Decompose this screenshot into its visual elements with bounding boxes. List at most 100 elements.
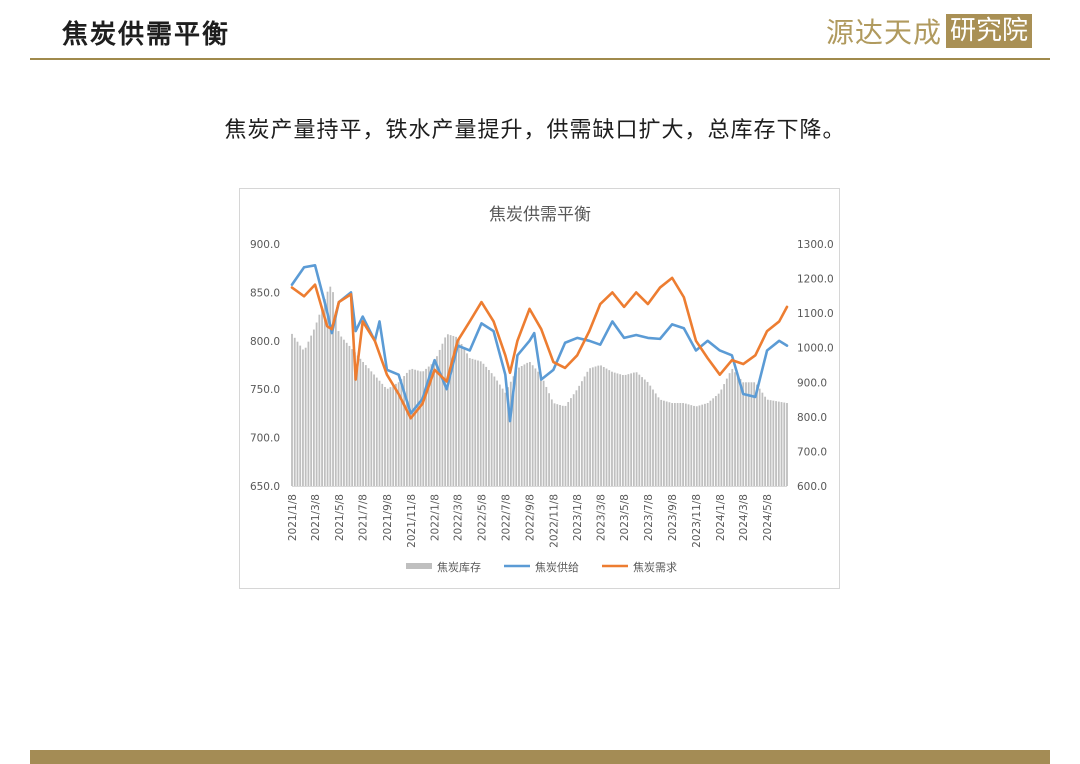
inventory-bar bbox=[630, 373, 633, 486]
inventory-bar bbox=[676, 403, 679, 486]
inventory-bar bbox=[605, 368, 608, 486]
inventory-bar bbox=[323, 299, 326, 486]
inventory-bar bbox=[384, 386, 386, 486]
x-axis-tick-label: 2022/11/8 bbox=[548, 494, 560, 548]
inventory-bar bbox=[291, 333, 293, 486]
axes: 650.0 700.0 750.0 800.0 850.0 900.0 600.0 700.0… bbox=[250, 239, 834, 548]
inventory-bar bbox=[345, 342, 348, 486]
inventory-bar bbox=[649, 385, 652, 486]
inventory-bar bbox=[356, 355, 359, 486]
right-axis-tick-label: 1300.0 bbox=[797, 239, 834, 251]
inventory-bar bbox=[602, 367, 605, 486]
inventory-bar bbox=[646, 381, 649, 486]
inventory-bar bbox=[452, 335, 455, 486]
inventory-bar bbox=[693, 405, 695, 486]
x-axis-tick-label: 2024/1/8 bbox=[715, 494, 727, 541]
right-axis-tick-label: 800.0 bbox=[797, 412, 827, 424]
inventory-bar bbox=[783, 402, 786, 486]
inventory-bar bbox=[657, 397, 660, 486]
x-axis-tick-label: 2021/3/8 bbox=[310, 494, 322, 541]
inventory-bar bbox=[419, 371, 422, 486]
logo-badge: 研究院 bbox=[946, 14, 1033, 48]
inventory-bar bbox=[572, 394, 575, 486]
inventory-bar bbox=[736, 375, 739, 486]
inventory-bar bbox=[643, 379, 646, 486]
inventory-bar bbox=[529, 362, 531, 486]
inventory-bar bbox=[537, 371, 540, 486]
inventory-bar bbox=[567, 402, 570, 486]
inventory-bar bbox=[433, 361, 436, 486]
inventory-bar bbox=[766, 399, 769, 486]
inventory-bar bbox=[351, 349, 354, 486]
inventory-bar bbox=[367, 368, 370, 486]
inventory-bar bbox=[370, 371, 373, 486]
inventory-bar bbox=[545, 386, 548, 486]
inventory-bar bbox=[723, 384, 725, 486]
inventory-bar bbox=[534, 368, 537, 486]
inventory-bar bbox=[416, 370, 419, 486]
legend-label: 焦炭库存 bbox=[437, 560, 481, 574]
inventory-bar bbox=[507, 387, 509, 486]
inventory-bar bbox=[498, 384, 501, 486]
inventory-bar bbox=[665, 401, 668, 486]
inventory-bar bbox=[471, 358, 474, 486]
inventory-bar bbox=[436, 356, 438, 486]
inventory-bar bbox=[425, 368, 427, 486]
brand-logo: 源达天成 研究院 bbox=[826, 12, 1033, 50]
legend-item: 焦炭供给 bbox=[504, 560, 579, 574]
inventory-bar bbox=[496, 380, 499, 486]
x-axis-tick-label: 2023/1/8 bbox=[572, 494, 584, 541]
inventory-bar bbox=[329, 286, 332, 486]
inventory-bar bbox=[756, 384, 758, 486]
inventory-bar bbox=[397, 382, 400, 486]
inventory-bar bbox=[684, 403, 687, 486]
inventory-bar bbox=[318, 314, 321, 486]
inventory-bar bbox=[375, 377, 378, 486]
x-axis-tick-label: 2023/11/8 bbox=[691, 494, 703, 548]
inventory-bar bbox=[455, 336, 457, 486]
inventory-bar bbox=[501, 388, 504, 486]
inventory-bar bbox=[332, 292, 334, 486]
inventory-bar bbox=[389, 387, 392, 486]
inventory-bar bbox=[302, 349, 304, 486]
left-axis-tick-label: 800.0 bbox=[250, 336, 280, 348]
header-divider bbox=[30, 58, 1050, 60]
inventory-bar bbox=[304, 347, 307, 486]
inventory-bar bbox=[652, 389, 654, 486]
inventory-bar bbox=[378, 380, 381, 486]
inventory-bar bbox=[627, 374, 630, 486]
inventory-bar bbox=[712, 398, 715, 486]
inventory-bar bbox=[679, 403, 682, 486]
inventory-bar bbox=[520, 366, 523, 486]
inventory-bar bbox=[299, 345, 302, 486]
inventory-bar bbox=[474, 359, 477, 486]
inventory-bar bbox=[553, 403, 556, 486]
inventory-bar bbox=[466, 353, 468, 486]
x-axis-tick-label: 2022/5/8 bbox=[476, 494, 488, 541]
inventory-bar bbox=[504, 392, 507, 486]
inventory-bar bbox=[786, 403, 788, 486]
inventory-bar bbox=[745, 382, 747, 486]
inventory-bar bbox=[698, 405, 701, 486]
inventory-bar bbox=[570, 398, 572, 486]
legend-item: 焦炭需求 bbox=[602, 561, 677, 574]
inventory-bar bbox=[512, 376, 515, 486]
inventory-bar bbox=[611, 371, 613, 486]
inventory-bar bbox=[709, 400, 712, 486]
inventory-bar bbox=[326, 291, 329, 486]
x-axis-tick-label: 2021/1/8 bbox=[287, 494, 299, 541]
inventory-bar bbox=[613, 372, 616, 486]
inventory-bar bbox=[354, 352, 356, 486]
inventory-bar bbox=[586, 371, 589, 486]
x-axis-tick-label: 2021/5/8 bbox=[334, 494, 346, 541]
inventory-bar bbox=[337, 331, 340, 486]
inventory-bar bbox=[430, 364, 433, 486]
inventory-bar bbox=[600, 365, 602, 486]
inventory-bar bbox=[564, 405, 567, 486]
inventory-bar bbox=[348, 345, 351, 486]
inventory-bar bbox=[777, 401, 780, 486]
inventory-bar bbox=[687, 404, 690, 486]
inventory-bar bbox=[373, 374, 375, 486]
inventory-bar bbox=[310, 335, 313, 486]
inventory-bar bbox=[580, 381, 583, 486]
